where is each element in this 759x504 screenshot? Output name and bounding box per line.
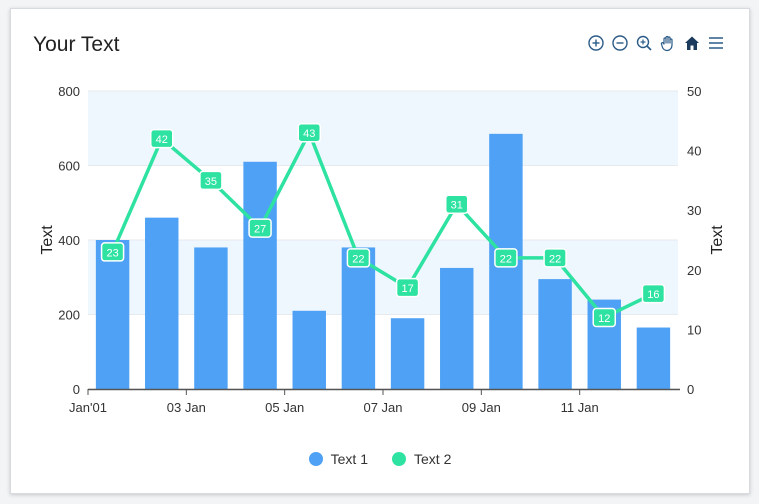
y-right-tick-label: 20	[687, 263, 701, 278]
line-point-label-box	[445, 194, 469, 214]
chart-card: Your Text 0 200 400 600 800 0 10 20 30 40 50 Text Te…	[10, 8, 750, 494]
y-axis-right-title: Text	[709, 225, 726, 255]
x-tick-label: 11 Jan	[561, 400, 599, 415]
bar	[440, 267, 474, 389]
chart-plot: 0 200 400 600 800 0 10 20 30 40 50 Text Text Jan'01 03…	[39, 84, 726, 415]
chart-legend: Text 1 Text 2	[11, 451, 749, 467]
line-point-label: 27	[254, 224, 266, 236]
y-right-tick-label: 10	[687, 322, 701, 337]
chart-toolbar	[587, 34, 725, 52]
bar	[194, 247, 228, 389]
line-point-label: 22	[500, 253, 512, 265]
zoom-in-icon[interactable]	[587, 34, 605, 52]
line-point-label-box	[199, 170, 223, 191]
grid-band	[88, 240, 678, 315]
chart-title: Your Text	[33, 33, 120, 56]
line-point-label: 16	[647, 289, 659, 301]
x-tick-label: 05 Jan	[265, 400, 304, 415]
y-tick-label: 600	[58, 159, 80, 174]
x-tick-label: 09 Jan	[462, 400, 501, 415]
legend-label-series-1: Text 1	[330, 451, 368, 467]
line-point-label-box	[346, 248, 371, 268]
x-tick-label: 03 Jan	[167, 400, 206, 415]
zoom-selection-icon[interactable]	[635, 34, 653, 52]
line-point-label: 22	[549, 253, 561, 265]
line-point-label-box	[592, 307, 616, 328]
y-tick-label: 800	[58, 84, 80, 99]
x-tick-label: Jan'01	[69, 400, 107, 415]
legend-marker-series-2	[392, 452, 406, 466]
line-point-label-box	[248, 218, 272, 238]
legend-item-series-1[interactable]: Text 1	[308, 451, 368, 467]
pan-hand-icon[interactable]	[659, 34, 677, 52]
line-point-label: 17	[401, 283, 413, 295]
line-point-label: 12	[598, 313, 610, 325]
legend-item-series-2[interactable]: Text 2	[392, 451, 451, 467]
bar	[341, 247, 376, 389]
y-right-tick-label: 50	[687, 84, 701, 99]
y-right-tick-label: 0	[687, 382, 694, 397]
line-point-label: 22	[352, 253, 364, 265]
legend-label-series-2: Text 2	[414, 451, 452, 467]
line-point-label-box	[100, 242, 125, 262]
line-point-label: 35	[205, 176, 217, 188]
line-point-label-box	[641, 283, 666, 304]
zoom-out-icon[interactable]	[611, 34, 629, 52]
bar	[243, 161, 277, 389]
reset-home-icon[interactable]	[683, 34, 701, 52]
line-point-label-box	[395, 277, 420, 298]
line-point-label: 42	[156, 134, 168, 146]
bar	[292, 310, 326, 389]
y-tick-label: 0	[73, 382, 80, 397]
line-point-label: 43	[303, 128, 315, 140]
bar	[636, 327, 671, 389]
bar	[145, 217, 179, 389]
y-right-tick-label: 30	[687, 203, 701, 218]
y-right-tick-label: 40	[687, 144, 701, 159]
line-point-label: 23	[106, 247, 118, 259]
line-point-label-box	[150, 128, 174, 149]
y-axis-title: Text	[39, 225, 56, 255]
y-tick-label: 200	[58, 308, 80, 323]
line-point-label: 31	[451, 200, 463, 212]
line-point-label-box	[543, 248, 567, 268]
legend-marker-series-1	[308, 452, 323, 466]
line-point-label-box	[297, 122, 321, 143]
bar	[538, 279, 572, 389]
bar	[95, 240, 130, 389]
line-point-label-box	[494, 248, 518, 268]
x-tick-label: 07 Jan	[363, 400, 402, 415]
grid-band	[88, 91, 678, 166]
y-tick-label: 400	[58, 233, 80, 248]
bar	[390, 318, 425, 389]
menu-icon[interactable]	[707, 34, 725, 52]
